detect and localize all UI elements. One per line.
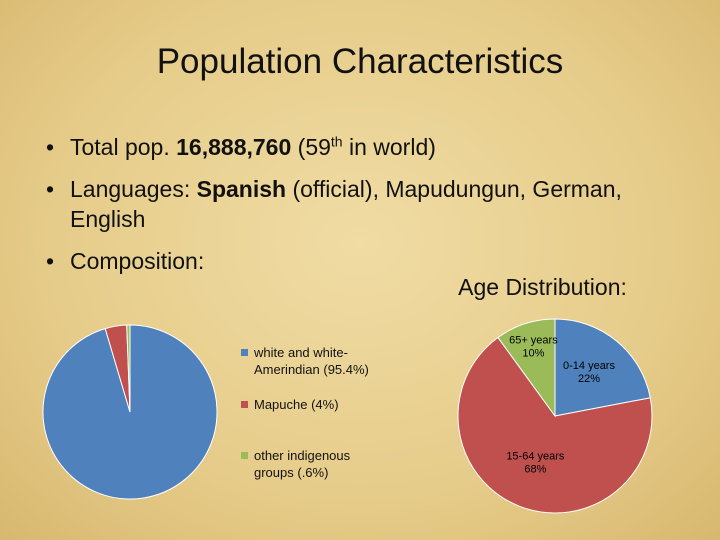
bullet-text: (official), Mapudungun, German, English (70, 176, 622, 232)
bullet: Composition: (46, 246, 660, 276)
bullet-list: Total pop. 16,888,760 (59th in world) Lan… (46, 132, 660, 288)
legend-text: other indigenous groups (.6%) (254, 448, 351, 480)
bullet-text: Total pop. (70, 134, 177, 160)
bullet-text: Composition: (70, 248, 205, 274)
bullet-text: th (330, 133, 343, 150)
pie-slice (497, 318, 556, 418)
slice-label: 65+ years (509, 335, 558, 347)
legend-swatch (241, 349, 248, 356)
legend-swatch (241, 452, 248, 459)
bullet-text: 16,888,760 (176, 134, 292, 160)
legend-swatch (241, 401, 248, 408)
slice-value: 22% (578, 373, 600, 385)
legend-text: white and white-Amerindian (95.4%) (254, 345, 369, 377)
bullet-text: in world) (342, 134, 436, 160)
legend-text: Mapuche (4%) (254, 397, 339, 412)
slice-label: 15-64 years (506, 451, 565, 463)
chart-title: Age Distribution: (458, 274, 627, 300)
slice-label: 0-14 years (563, 360, 615, 372)
slice-value: 68% (524, 464, 546, 476)
pie-slice (126, 324, 131, 413)
bullet-text: Languages: (70, 176, 197, 202)
slice-value: 10% (522, 348, 544, 360)
bullet: Languages: Spanish (official), Mapudungu… (46, 174, 660, 234)
bullet-text: (59 (291, 134, 331, 160)
pie-slice (457, 336, 653, 514)
bullet-text: Spanish (196, 176, 287, 202)
pie-slice (554, 318, 651, 417)
slide-title: Population Characteristics (156, 42, 564, 81)
bullet: Total pop. 16,888,760 (59th in world) (46, 132, 660, 162)
